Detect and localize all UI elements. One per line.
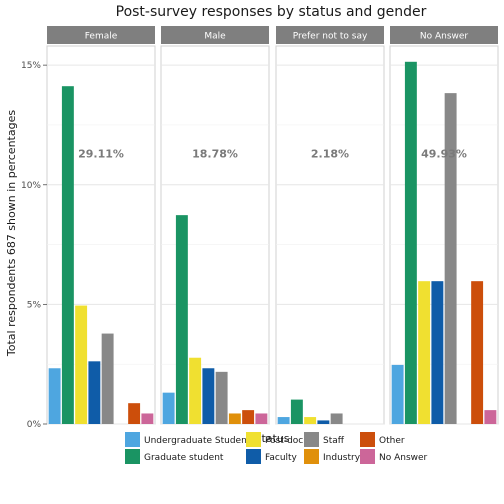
legend-label: Graduate student [144, 453, 224, 463]
facet-strip-label: Male [204, 32, 226, 42]
bar-0-6 [128, 403, 141, 424]
legend-swatch [360, 449, 375, 464]
chart-title: Post-survey responses by status and gend… [116, 4, 427, 20]
bar-1-4 [215, 371, 228, 424]
facet-panel-border [275, 45, 385, 425]
legend-swatch [246, 449, 261, 464]
legend-label: Post-doc [265, 436, 303, 446]
legend-label: Industry [323, 453, 361, 463]
bar-1-7 [255, 413, 268, 424]
legend-swatch [246, 432, 261, 447]
legend-item-1: Graduate student [125, 449, 224, 464]
bar-0-0 [48, 368, 61, 424]
facet-strip [276, 26, 384, 44]
legend-item-5: Industry [304, 449, 361, 464]
legend-item-3: Faculty [246, 449, 298, 464]
bar-2-0 [277, 417, 290, 424]
legend: Undergraduate Student Graduate student Pos… [125, 432, 428, 464]
facet-strip [161, 26, 269, 44]
bar-3-7 [484, 410, 497, 424]
legend-label: Staff [323, 436, 345, 446]
legend-swatch [125, 432, 140, 447]
bar-3-2 [418, 281, 431, 424]
legend-swatch [304, 449, 319, 464]
legend-item-7: No Answer [360, 449, 428, 464]
bar-1-1 [175, 215, 188, 424]
facet-strip-label: Prefer not to say [293, 32, 368, 42]
bar-0-3 [88, 361, 101, 424]
bar-3-3 [431, 281, 444, 424]
legend-swatch [360, 432, 375, 447]
legend-item-2: Post-doc [246, 432, 303, 447]
bar-1-3 [202, 368, 215, 424]
bar-3-0 [391, 364, 404, 424]
legend-label: Faculty [265, 453, 298, 463]
bar-1-5 [228, 413, 241, 424]
legend-swatch [125, 449, 140, 464]
legend-item-0: Undergraduate Student [125, 432, 251, 447]
bar-3-6 [471, 281, 484, 424]
legend-item-6: Other [360, 432, 405, 447]
legend-label: Undergraduate Student [144, 436, 251, 446]
legend-item-4: Staff [304, 432, 345, 447]
facets: Female 29.11% Male 18.78% Prefer not to say 2… [46, 26, 499, 425]
bar-2-1 [290, 399, 303, 424]
facet-total-label: 29.11% [78, 148, 124, 161]
legend-swatch [304, 432, 319, 447]
bar-0-2 [75, 305, 88, 424]
bar-1-2 [189, 357, 202, 424]
facet-panel-3: No Answer 49.93% [389, 26, 499, 425]
y-tick-label: 0% [27, 420, 42, 430]
facet-panel-2: Prefer not to say 2.18% [275, 26, 385, 425]
facet-total-label: 18.78% [192, 148, 238, 161]
y-tick-label: 10% [21, 181, 41, 191]
legend-label: No Answer [379, 453, 428, 463]
bar-0-7 [141, 413, 154, 424]
bar-0-4 [101, 333, 114, 424]
facet-strip-label: No Answer [420, 32, 469, 42]
y-axis-title: Total respondents 687 shown in percentag… [5, 110, 18, 357]
facet-panel-0: Female 29.11% [46, 26, 156, 425]
bar-1-6 [242, 410, 255, 424]
facet-strip [390, 26, 498, 44]
legend-label: Other [379, 436, 405, 446]
bar-1-0 [162, 392, 175, 424]
y-tick-label: 15% [21, 61, 41, 71]
x-axis-title: Status [254, 432, 289, 445]
bar-3-4 [444, 93, 457, 425]
bar-2-3 [317, 420, 330, 424]
y-axis: 0% 5% 10% 15% [21, 61, 47, 430]
facet-strip-label: Female [85, 32, 118, 42]
y-tick-label: 5% [27, 300, 42, 310]
bar-2-4 [330, 413, 343, 424]
bar-0-1 [61, 86, 74, 424]
bar-2-2 [304, 417, 317, 424]
facet-panel-1: Male 18.78% [160, 26, 270, 425]
facet-strip [47, 26, 155, 44]
facet-total-label: 2.18% [311, 148, 349, 161]
bar-3-1 [404, 61, 417, 424]
facet-total-label: 49.93% [421, 148, 467, 161]
